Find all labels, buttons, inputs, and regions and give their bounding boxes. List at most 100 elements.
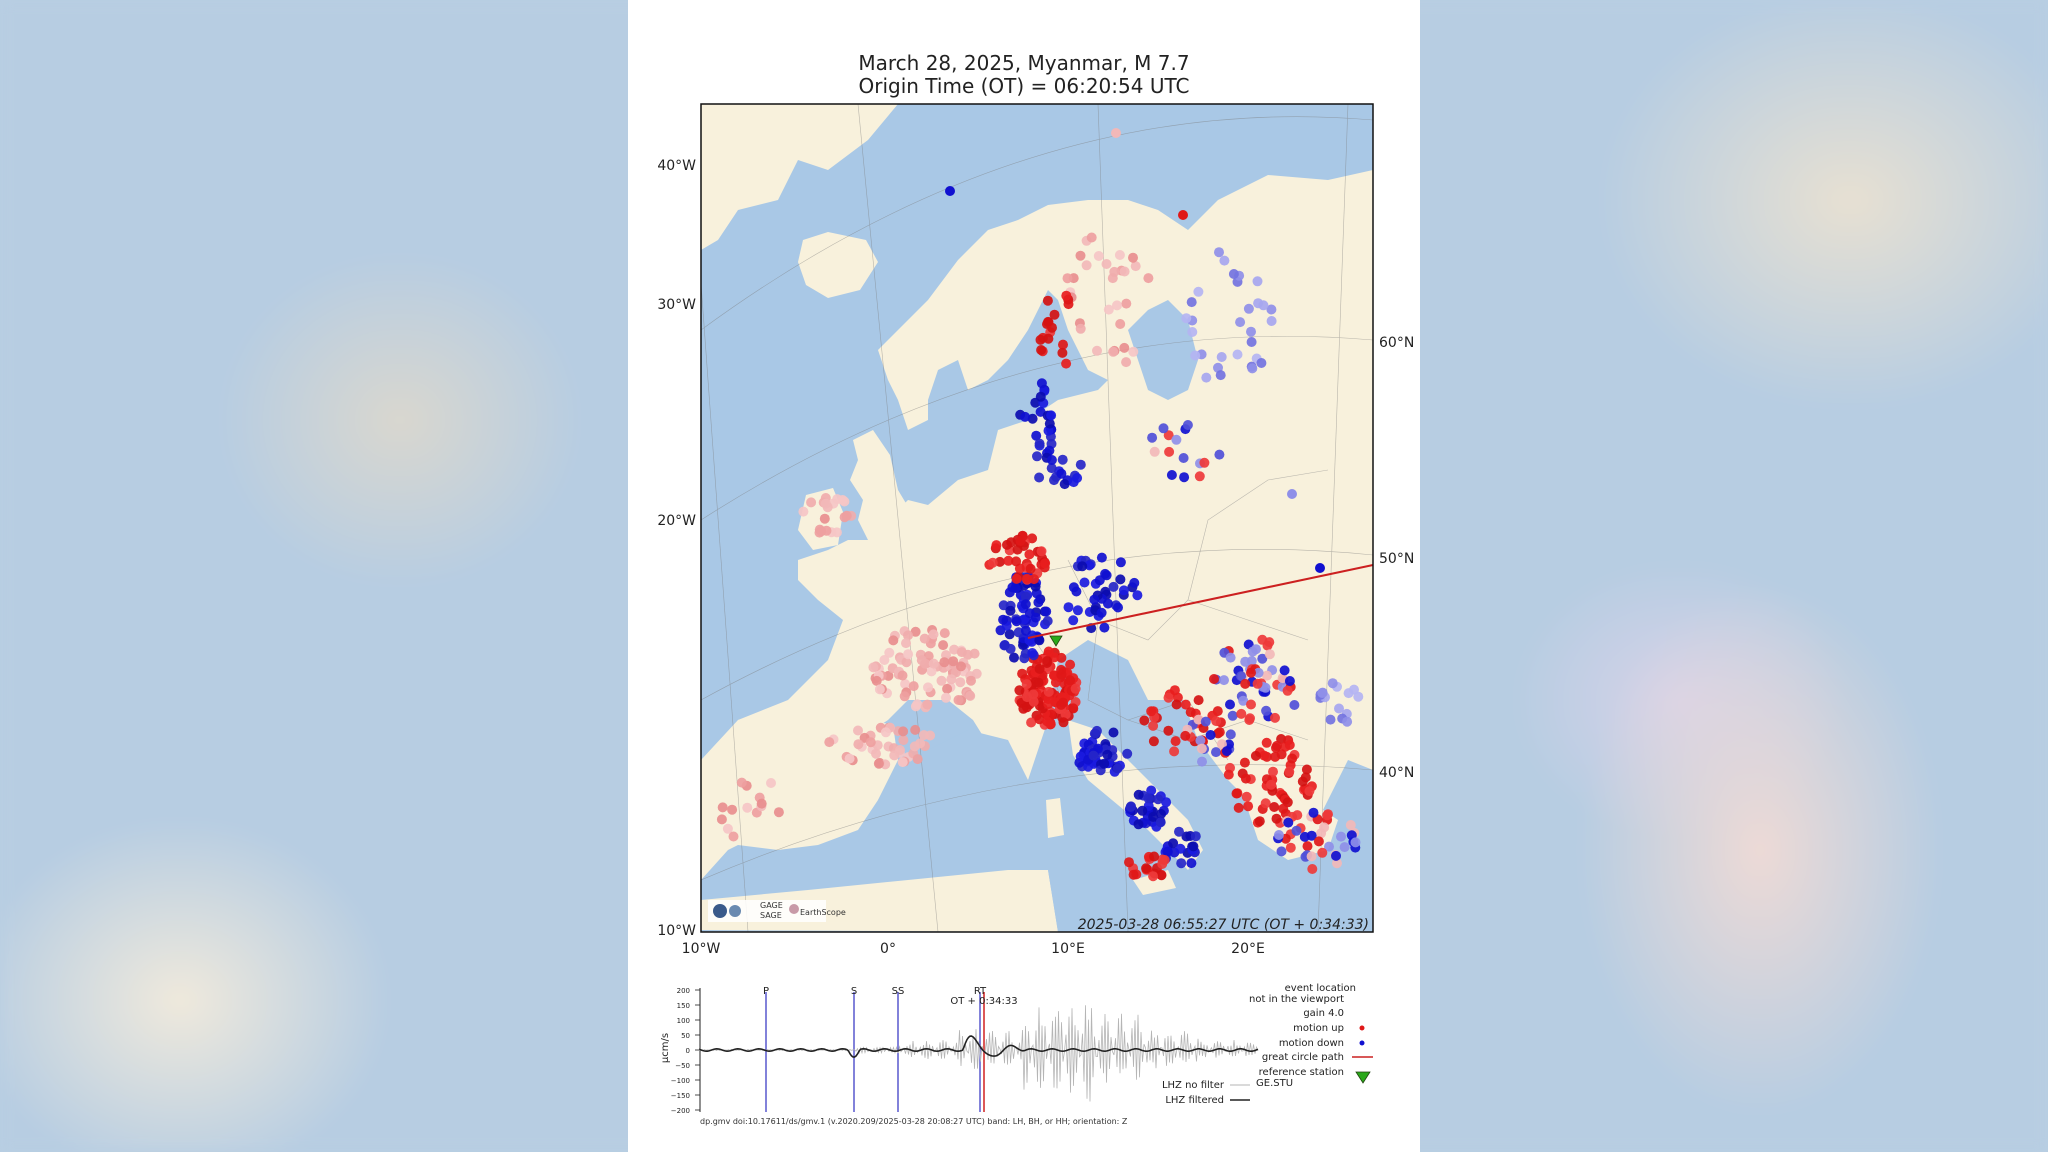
station-dot bbox=[1011, 616, 1022, 627]
logo-earthscope: EarthScope bbox=[800, 908, 846, 917]
legend-ref-code: GE.STU bbox=[1256, 1078, 1293, 1089]
station-dot bbox=[1196, 743, 1207, 754]
station-dot bbox=[1239, 757, 1250, 768]
station-dot bbox=[912, 754, 923, 765]
station-dot bbox=[1092, 345, 1102, 356]
station-dot bbox=[1279, 665, 1290, 676]
station-dot bbox=[1028, 689, 1039, 700]
station-dot bbox=[1044, 418, 1055, 429]
station-dot bbox=[1307, 864, 1318, 874]
station-dot bbox=[1300, 772, 1311, 783]
station-dot bbox=[1057, 454, 1068, 465]
station-dot bbox=[820, 498, 831, 509]
station-dot bbox=[941, 692, 951, 703]
station-dot bbox=[1146, 706, 1157, 717]
station-dot bbox=[936, 675, 947, 686]
station-dot bbox=[873, 758, 884, 769]
station-dot bbox=[1304, 786, 1315, 797]
station-dot bbox=[1063, 299, 1074, 310]
station-dot bbox=[922, 699, 933, 710]
great-circle-path bbox=[1027, 564, 1374, 639]
station-dot bbox=[1313, 836, 1324, 847]
station-dot bbox=[1264, 649, 1275, 660]
station-dot bbox=[1163, 725, 1174, 736]
station-dot bbox=[1181, 313, 1192, 324]
station-dot bbox=[868, 662, 879, 673]
station-dot bbox=[1282, 685, 1293, 696]
station-dot bbox=[1240, 773, 1251, 784]
station-dot bbox=[1252, 276, 1263, 287]
station-dot bbox=[1171, 434, 1182, 445]
station-dot bbox=[1021, 679, 1032, 690]
station-dot bbox=[1119, 266, 1130, 277]
station-dot bbox=[1302, 841, 1313, 852]
station-dot bbox=[1070, 683, 1081, 694]
station-dot bbox=[1041, 606, 1052, 617]
station-dot bbox=[1068, 615, 1079, 626]
station-dot bbox=[1034, 635, 1045, 646]
station-dot bbox=[1334, 703, 1344, 714]
station-dot bbox=[1240, 678, 1251, 689]
station-dot bbox=[1133, 789, 1144, 800]
station-dot bbox=[1174, 826, 1184, 837]
station-dot bbox=[918, 730, 929, 741]
station-dot bbox=[1284, 676, 1295, 686]
seismogram-footer: dp.gmv doi:10.17611/ds/gmv.1 (v.2020.209… bbox=[700, 1117, 1128, 1126]
station-dot bbox=[945, 186, 955, 196]
station-dot bbox=[1147, 432, 1158, 443]
station-dot bbox=[946, 674, 957, 685]
station-dot bbox=[1180, 699, 1191, 710]
station-dot bbox=[1246, 699, 1256, 710]
station-dot bbox=[1111, 128, 1121, 138]
station-dot bbox=[1186, 297, 1197, 308]
station-dot bbox=[1287, 753, 1298, 764]
station-dot bbox=[1042, 616, 1053, 626]
station-dot bbox=[1057, 347, 1068, 358]
station-dot bbox=[1291, 825, 1302, 836]
lon-label-10e: 10°E bbox=[1051, 941, 1085, 957]
station-dot bbox=[1251, 644, 1261, 655]
station-dot bbox=[798, 506, 809, 517]
station-dot bbox=[766, 778, 776, 788]
station-dot bbox=[1075, 751, 1086, 762]
station-dot bbox=[903, 649, 914, 660]
station-dot bbox=[1113, 602, 1123, 613]
station-dot bbox=[1262, 670, 1272, 681]
station-dot bbox=[1308, 807, 1319, 818]
ytick-label: −50 bbox=[675, 1062, 690, 1070]
station-dot bbox=[949, 644, 960, 655]
station-dot bbox=[1056, 468, 1067, 479]
station-dot bbox=[832, 494, 843, 505]
station-dot bbox=[998, 600, 1009, 611]
logo-gage: GAGE bbox=[760, 901, 783, 910]
station-dot bbox=[1002, 539, 1012, 550]
station-dot bbox=[1112, 300, 1122, 311]
earthscope-logo bbox=[789, 904, 799, 914]
station-dot bbox=[1163, 430, 1174, 441]
station-dot bbox=[879, 655, 890, 665]
station-dot bbox=[1284, 766, 1295, 777]
station-dot bbox=[1187, 327, 1198, 337]
greenland bbox=[701, 104, 898, 250]
station-dot bbox=[865, 737, 876, 748]
station-dot bbox=[1252, 678, 1263, 689]
station-dot bbox=[871, 748, 881, 759]
left-label-20w: 20°W bbox=[657, 513, 696, 529]
sardinia bbox=[1046, 798, 1064, 838]
station-dot bbox=[900, 679, 911, 689]
station-dot bbox=[942, 683, 953, 694]
lon-label-0: 0° bbox=[880, 941, 896, 957]
station-dot bbox=[1243, 801, 1254, 812]
seismogram-yticks: 200 150 100 50 0 −50 −100 −150 −200 bbox=[671, 987, 700, 1115]
station-dot bbox=[1109, 266, 1120, 277]
station-dot bbox=[1149, 446, 1160, 457]
map-frame bbox=[700, 103, 1374, 933]
station-dot bbox=[1077, 561, 1088, 572]
station-dot bbox=[1215, 370, 1226, 381]
station-dot bbox=[1042, 295, 1053, 306]
station-dot bbox=[923, 682, 933, 693]
station-dot bbox=[1115, 574, 1126, 585]
station-dot bbox=[948, 656, 959, 667]
station-dot bbox=[1031, 430, 1042, 441]
station-dot bbox=[1257, 653, 1268, 664]
